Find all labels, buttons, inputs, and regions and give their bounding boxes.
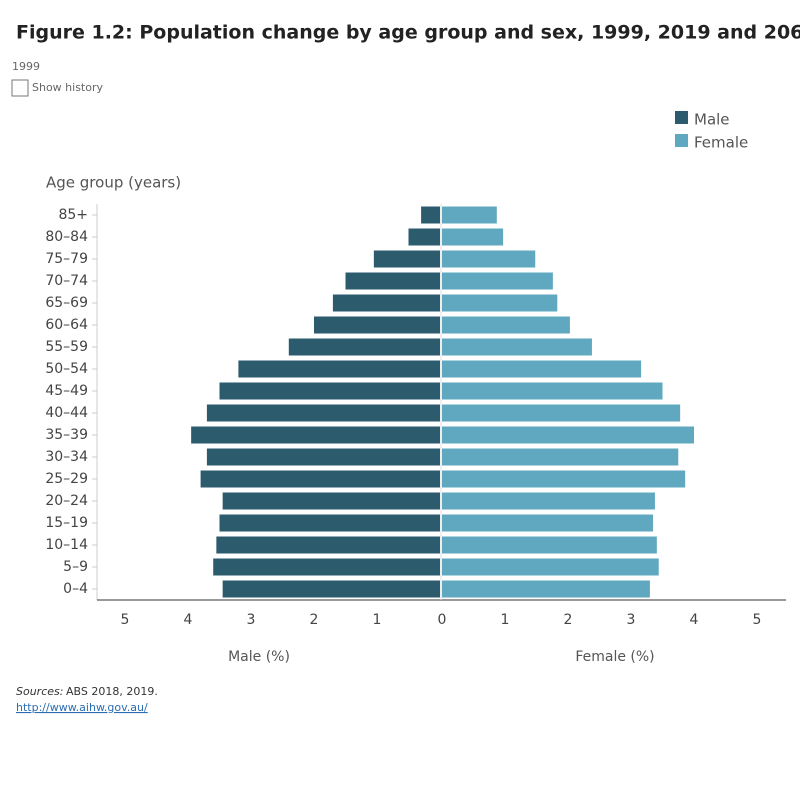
sources-label: Sources: xyxy=(16,685,63,698)
y-tick-label: 55–59 xyxy=(45,339,88,355)
bar xyxy=(238,360,440,378)
bar xyxy=(442,536,657,554)
bar xyxy=(408,228,440,246)
y-tick-label: 35–39 xyxy=(45,427,88,443)
bar xyxy=(442,470,686,488)
x-tick-label: 3 xyxy=(247,612,256,628)
bar xyxy=(213,558,440,576)
bar xyxy=(442,382,663,400)
bar xyxy=(373,250,440,268)
x-tick-label: 3 xyxy=(627,612,636,628)
bar xyxy=(206,404,440,422)
legend-swatch xyxy=(675,111,688,124)
x-tick-label: 5 xyxy=(121,612,130,628)
bar xyxy=(442,294,558,312)
y-tick-label: 45–49 xyxy=(45,383,88,399)
x-axis-title-left: Male (%) xyxy=(228,649,290,665)
bar xyxy=(288,338,440,356)
sources-text: ABS 2018, 2019. xyxy=(66,685,158,698)
bar xyxy=(442,426,694,444)
y-tick-label: 50–54 xyxy=(45,361,88,377)
legend-label: Male xyxy=(694,111,730,129)
y-tick-label: 25–29 xyxy=(45,471,88,487)
bar xyxy=(442,228,504,246)
y-tick-label: 10–14 xyxy=(45,537,88,553)
bar xyxy=(216,536,440,554)
checkbox[interactable] xyxy=(11,79,29,97)
y-tick-label: 75–79 xyxy=(45,251,88,267)
y-tick-label: 5–9 xyxy=(63,559,88,575)
y-tick-label: 60–64 xyxy=(45,317,88,333)
bar xyxy=(191,426,440,444)
y-tick-label: 20–24 xyxy=(45,493,88,509)
bar xyxy=(442,558,659,576)
bar xyxy=(442,580,650,598)
bar xyxy=(442,338,592,356)
bar xyxy=(442,404,681,422)
bar xyxy=(222,580,440,598)
bar xyxy=(345,272,440,290)
bar xyxy=(222,492,440,510)
x-tick-label: 4 xyxy=(184,612,193,628)
bar xyxy=(442,492,655,510)
x-tick-label: 1 xyxy=(501,612,510,628)
checkbox-label[interactable]: Show history xyxy=(32,81,104,94)
bar xyxy=(206,448,440,466)
x-tick-label: 2 xyxy=(310,612,319,628)
bar xyxy=(442,250,536,268)
x-tick-label: 1 xyxy=(373,612,382,628)
bar xyxy=(442,272,553,290)
x-tick-label: 0 xyxy=(438,612,447,628)
x-tick-label: 5 xyxy=(753,612,762,628)
x-tick-label: 4 xyxy=(690,612,699,628)
y-tick-label: 85+ xyxy=(58,207,88,223)
bar xyxy=(421,206,440,224)
legend-label: Female xyxy=(694,134,748,152)
bar xyxy=(442,514,654,532)
y-tick-label: 30–34 xyxy=(45,449,88,465)
year-label: 1999 xyxy=(12,60,40,73)
y-axis-title: Age group (years) xyxy=(46,174,181,192)
x-tick-label: 2 xyxy=(564,612,573,628)
y-tick-label: 70–74 xyxy=(45,273,88,289)
bar xyxy=(442,360,642,378)
bar xyxy=(442,316,570,334)
bar xyxy=(314,316,440,334)
y-tick-label: 40–44 xyxy=(45,405,88,421)
legend-swatch xyxy=(675,134,688,147)
bar xyxy=(332,294,440,312)
y-tick-label: 80–84 xyxy=(45,229,88,245)
y-tick-label: 65–69 xyxy=(45,295,88,311)
x-axis-title-right: Female (%) xyxy=(575,649,654,665)
y-tick-label: 0–4 xyxy=(63,581,88,597)
y-tick-label: 15–19 xyxy=(45,515,88,531)
bar xyxy=(200,470,440,488)
bar xyxy=(442,206,497,224)
bar xyxy=(219,514,440,532)
chart-title: Figure 1.2: Population change by age gro… xyxy=(16,22,800,44)
bar xyxy=(219,382,440,400)
source-link[interactable]: http://www.aihw.gov.au/ xyxy=(16,701,148,714)
bar xyxy=(442,448,679,466)
